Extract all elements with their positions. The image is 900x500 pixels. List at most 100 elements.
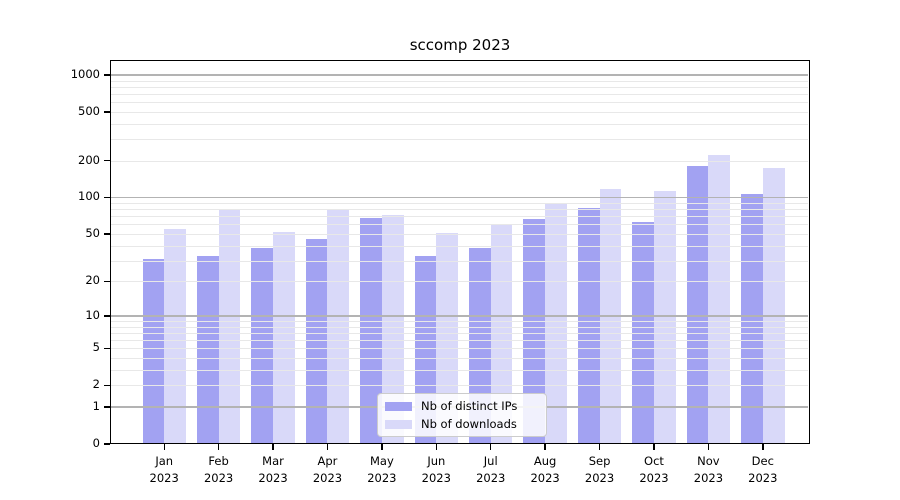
y-tick-label: 10: [85, 307, 100, 322]
bar-distinct-ips-sep: [577, 207, 600, 443]
bar-downloads-apr: [327, 209, 350, 443]
y-tick: [104, 74, 110, 76]
gridline-minor: [111, 94, 808, 95]
x-tick: [217, 444, 220, 450]
y-tick: [104, 315, 110, 317]
gridline-minor: [111, 139, 808, 141]
legend-label-downloads: Nb of downloads: [421, 417, 517, 431]
y-tick-label: 1: [92, 398, 100, 413]
gridline-major: [111, 315, 808, 317]
gridline-minor: [111, 260, 808, 262]
gridline-minor: [111, 340, 808, 342]
legend-swatch-downloads: [385, 419, 412, 429]
x-tick: [653, 444, 655, 450]
chart-title: sccomp 2023: [409, 36, 511, 54]
bar-distinct-ips-jan: [142, 258, 165, 443]
gridline-minor: [111, 102, 808, 104]
gridline-minor: [111, 332, 808, 334]
y-tick-label: 20: [85, 273, 100, 288]
x-tick: [707, 444, 710, 450]
x-tick: [435, 444, 437, 450]
y-tick-label: 100: [78, 189, 100, 204]
x-tick: [490, 444, 492, 450]
legend-row-downloads: Nb of downloads: [385, 417, 546, 431]
y-tick-label: 2: [92, 377, 100, 392]
gridline-minor: [111, 209, 808, 211]
y-tick: [104, 233, 110, 235]
legend-swatch-distinct-ips: [385, 401, 412, 411]
gridline-minor: [111, 385, 808, 387]
x-tick-label-jul: Jul 2023: [476, 454, 506, 485]
y-tick: [104, 347, 110, 349]
y-tick-label: 1000: [70, 66, 100, 81]
bar-distinct-ips-dec: [741, 194, 763, 443]
x-tick: [544, 444, 546, 450]
gridline-minor: [111, 281, 808, 283]
x-tick-label-apr: Apr 2023: [312, 454, 343, 485]
gridline-major: [111, 196, 808, 199]
x-tick-label-sep: Sep 2023: [584, 454, 615, 485]
y-tick: [104, 160, 110, 162]
gridline-minor: [111, 245, 808, 247]
y-tick-label: 200: [78, 152, 100, 167]
bar-downloads-dec: [762, 167, 785, 443]
gridline-minor: [111, 348, 808, 350]
y-tick: [104, 280, 110, 283]
bar-downloads-nov: [708, 154, 731, 443]
y-tick: [104, 384, 110, 386]
legend-label-distinct-ips: Nb of distinct IPs: [421, 399, 518, 413]
gridline-minor: [111, 321, 808, 322]
x-tick-label-aug: Aug 2023: [530, 454, 560, 485]
x-tick: [163, 444, 165, 450]
gridline-minor: [111, 123, 808, 125]
y-tick-label: 0: [92, 436, 100, 450]
bar-distinct-ips-oct: [632, 221, 654, 443]
x-tick-label-may: May 2023: [367, 454, 397, 485]
bar-distinct-ips-nov: [686, 166, 709, 443]
bar-downloads-aug: [545, 204, 567, 443]
gridline-minor: [111, 233, 808, 235]
x-tick-label-feb: Feb 2023: [203, 454, 234, 485]
x-tick-label-mar: Mar 2023: [258, 454, 288, 485]
x-tick: [381, 444, 383, 450]
bar-downloads-jan: [164, 228, 186, 443]
y-tick-label: 50: [85, 225, 100, 240]
gridline-minor: [111, 80, 808, 82]
bar-distinct-ips-feb: [196, 255, 219, 443]
legend-row-distinct-ips: Nb of distinct IPs: [385, 399, 546, 413]
y-tick: [104, 443, 110, 445]
y-tick: [104, 406, 110, 408]
bar-downloads-jun: [436, 232, 458, 443]
bar-distinct-ips-mar: [251, 248, 274, 443]
y-tick: [104, 196, 110, 199]
y-tick-label: 500: [78, 103, 100, 118]
x-tick: [762, 444, 764, 450]
gridline-minor: [111, 224, 808, 226]
bar-downloads-mar: [273, 231, 295, 443]
gridline-minor: [111, 358, 808, 360]
gridline-minor: [111, 203, 808, 205]
gridline-minor: [111, 326, 808, 328]
x-tick: [598, 444, 601, 450]
bar-downloads-feb: [218, 209, 241, 443]
bar-distinct-ips-aug: [523, 219, 546, 443]
x-tick: [272, 444, 274, 450]
legend: Nb of distinct IPs Nb of downloads: [377, 393, 547, 437]
x-tick: [326, 444, 329, 450]
gridline-minor: [111, 160, 808, 162]
gridline-minor: [111, 369, 808, 371]
x-tick-label-oct: Oct 2023: [639, 454, 669, 485]
gridline-minor: [111, 86, 808, 88]
y-tick-label: 5: [92, 340, 100, 355]
x-tick-label-nov: Nov 2023: [693, 454, 724, 485]
x-tick-label-jan: Jan 2023: [149, 454, 179, 485]
gridline-major: [111, 74, 808, 76]
bar-distinct-ips-apr: [305, 239, 328, 443]
y-tick: [104, 111, 110, 113]
bar-distinct-ips-may: [360, 217, 382, 443]
x-tick-label-dec: Dec 2023: [748, 454, 778, 485]
x-tick-label-jun: Jun 2023: [421, 454, 451, 485]
bar-downloads-oct: [653, 191, 676, 443]
gridline-minor: [111, 216, 808, 218]
